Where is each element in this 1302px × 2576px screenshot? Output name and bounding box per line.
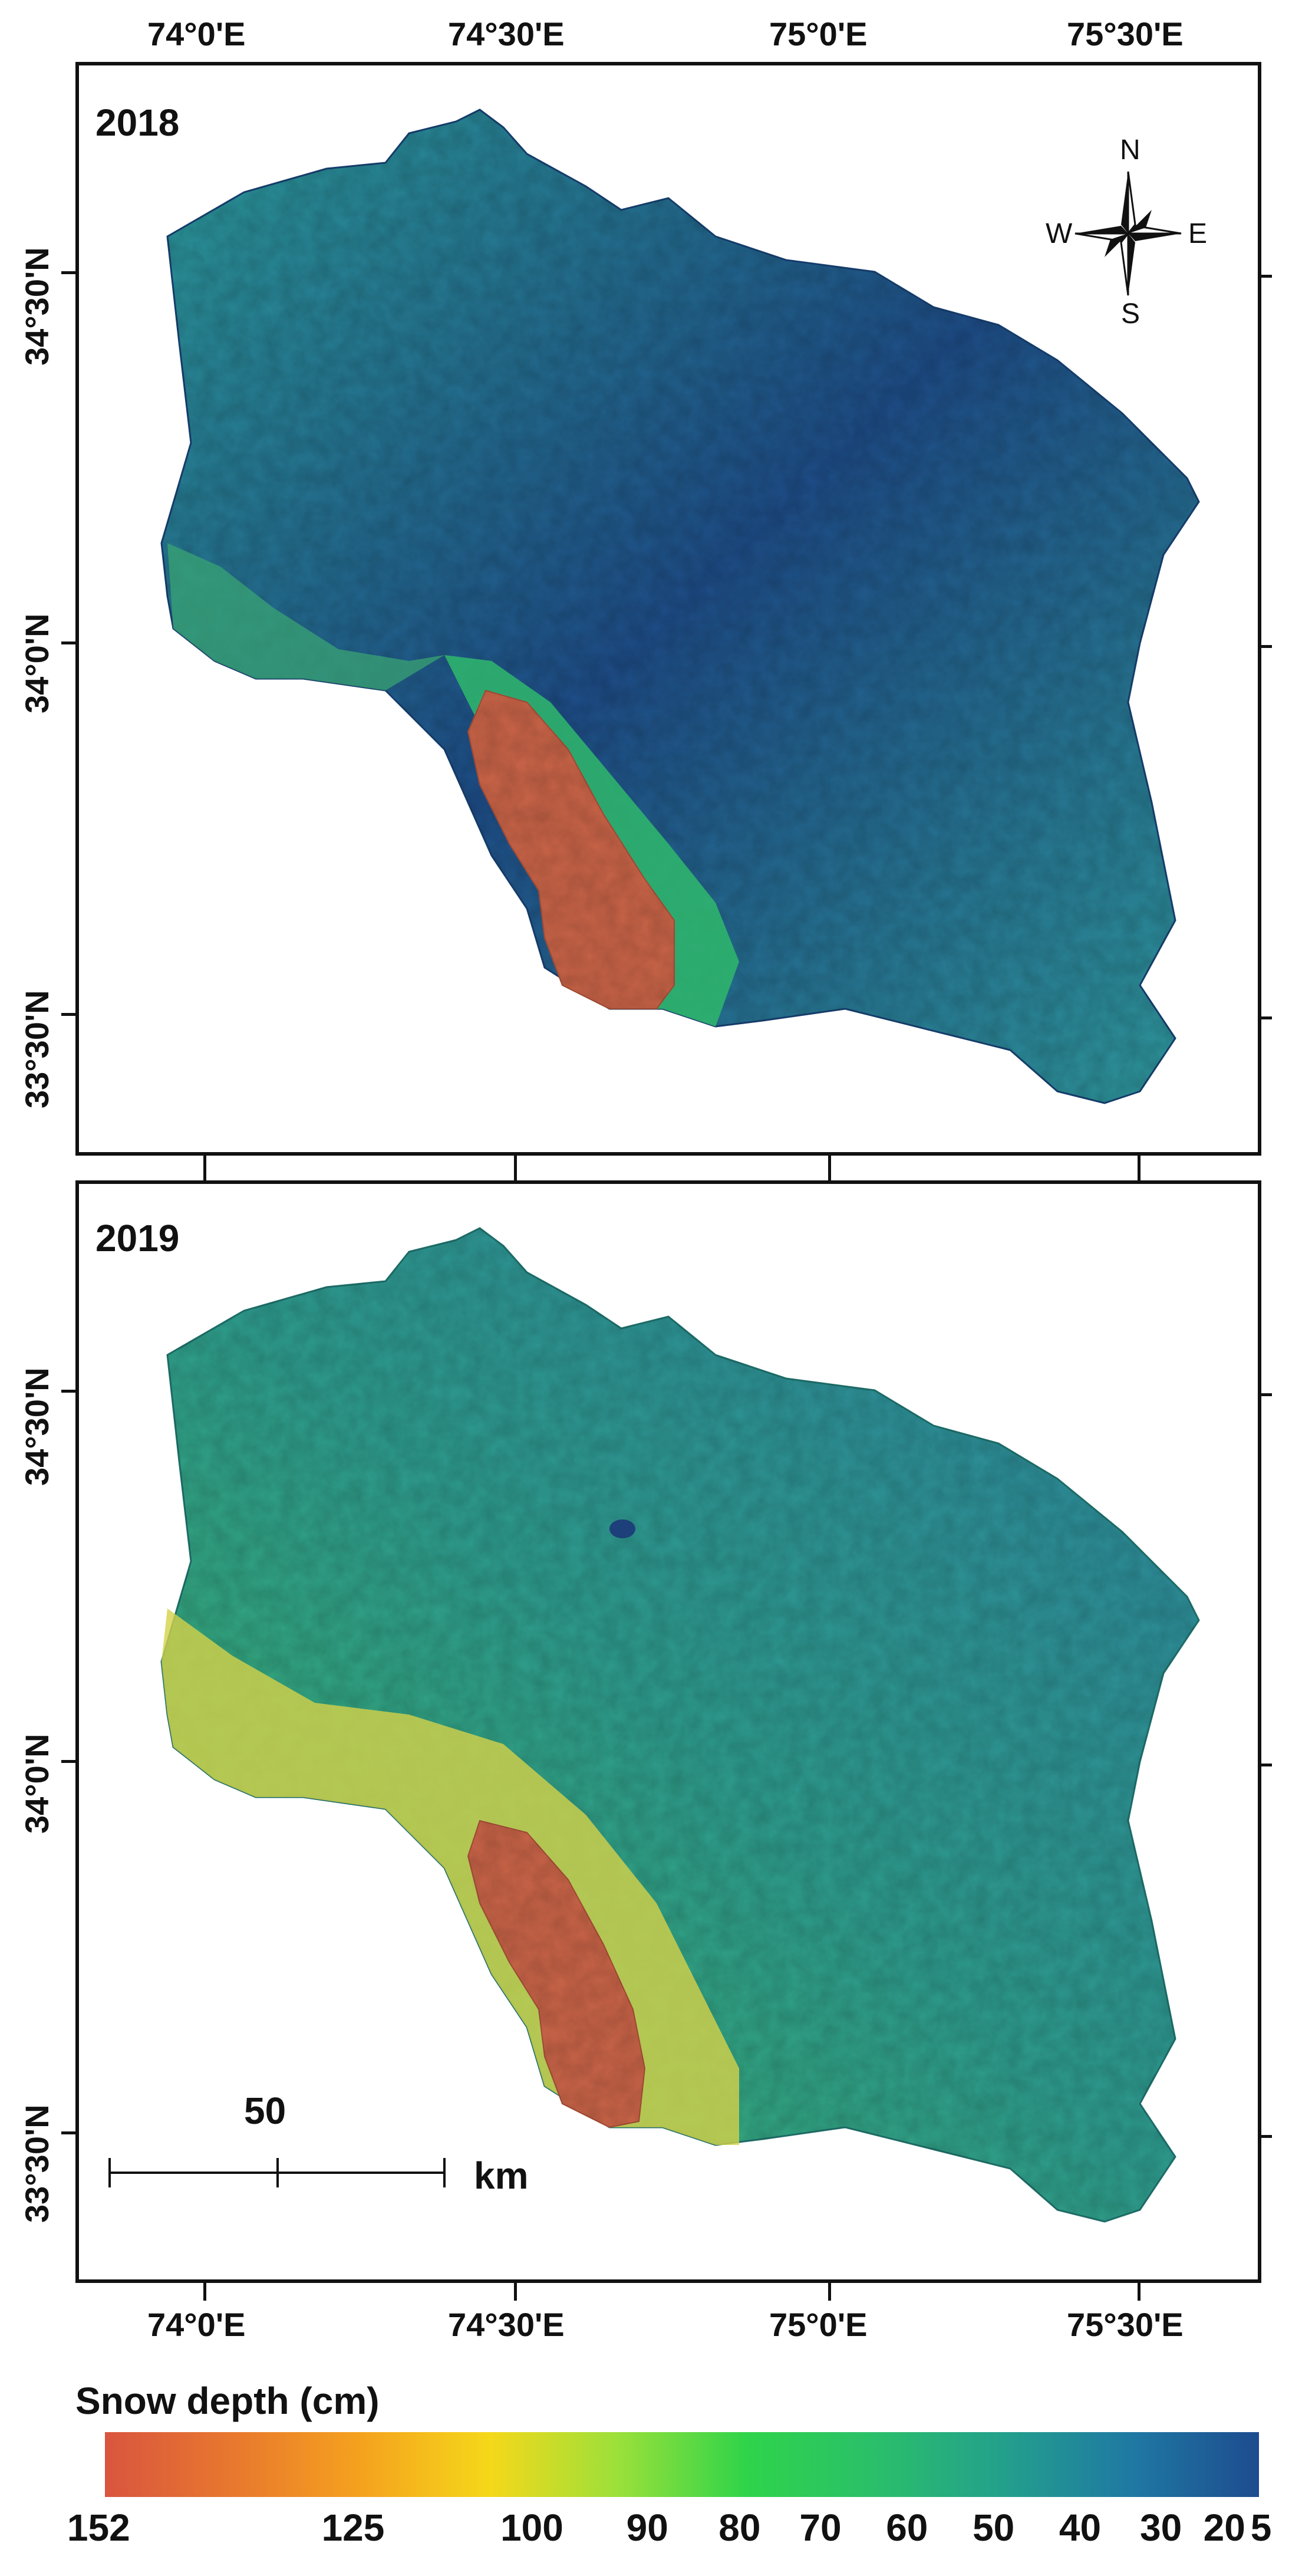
legend-tick-6: 60: [886, 2506, 928, 2549]
lon-label-bottom-2: 74°30'E: [448, 2306, 565, 2343]
lon-label-top-3: 75°0'E: [769, 15, 868, 52]
panel-year-label: 2019: [95, 1217, 180, 1259]
lat-label-2019-2: 34°0'N: [18, 1733, 55, 1834]
legend-tick-8: 40: [1059, 2506, 1102, 2549]
scale-bar-unit: km: [474, 2154, 529, 2197]
legend-tick-7: 50: [973, 2506, 1015, 2549]
lat-label-2018-1: 34°30'N: [18, 247, 55, 366]
legend-tick-9: 30: [1139, 2506, 1182, 2549]
scale-bar: 50 km: [103, 2090, 529, 2210]
legend-tick-0: 152: [67, 2506, 130, 2549]
panel-year-label: 2018: [95, 101, 180, 144]
legend-tick-4: 80: [718, 2506, 761, 2549]
compass-rose-icon: N S W E: [1034, 136, 1222, 328]
lon-label-bottom-1: 74°0'E: [147, 2306, 246, 2343]
lon-label-top-4: 75°30'E: [1067, 15, 1184, 52]
legend-color-bar: [105, 2432, 1259, 2497]
map-panel-2019: 2019 50 km: [75, 1180, 1272, 2283]
compass-n-label: N: [1120, 134, 1141, 166]
lat-label-2019-3: 33°30'N: [18, 2104, 55, 2223]
basin-map-2019: [160, 1227, 1200, 2223]
lat-label-2018-3: 33°30'N: [18, 990, 55, 1108]
lon-label-bottom-3: 75°0'E: [769, 2306, 868, 2343]
map-panel-2018: 2018: [75, 62, 1272, 1156]
legend-title: Snow depth (cm): [75, 2380, 380, 2422]
legend-tick-1: 125: [321, 2506, 385, 2549]
scale-bar-value: 50: [244, 2090, 286, 2132]
lon-label-top-1: 74°0'E: [147, 15, 246, 52]
legend-tick-3: 90: [626, 2506, 668, 2549]
legend-tick-11: 5: [1250, 2506, 1272, 2549]
compass-w-label: W: [1046, 218, 1073, 249]
legend-tick-5: 70: [799, 2506, 842, 2549]
legend-tick-labels: 152 125 100 90 80 70 60 50 40 30 20 5: [67, 2506, 1271, 2556]
compass-e-label: E: [1188, 218, 1208, 249]
lon-label-bottom-4: 75°30'E: [1067, 2306, 1184, 2343]
lon-label-top-2: 74°30'E: [448, 15, 565, 52]
lat-label-2018-2: 34°0'N: [18, 613, 55, 713]
basin-map-2018: [160, 108, 1200, 1104]
compass-s-label: S: [1121, 298, 1141, 330]
legend-tick-2: 100: [500, 2506, 563, 2549]
legend-tick-10: 20: [1203, 2506, 1245, 2549]
lat-label-2019-1: 34°30'N: [18, 1367, 55, 1486]
